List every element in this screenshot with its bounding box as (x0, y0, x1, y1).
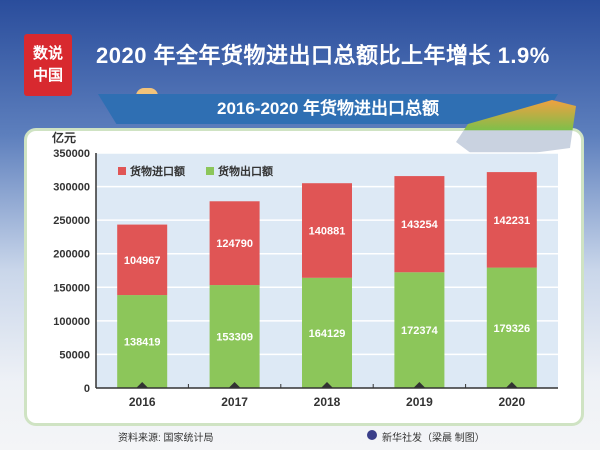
bar-segment (209, 201, 260, 286)
page-title: 2020 年全年货物进出口总额比上年增长 1.9% (96, 43, 550, 68)
y-tick-label: 50000 (59, 349, 90, 361)
source-note: 资料来源: 国家统计局 (118, 433, 214, 444)
data-label: 172374 (401, 325, 439, 337)
legend-label: 货物进口额 (129, 164, 185, 178)
marker-triangle (321, 382, 333, 388)
bar-segment (486, 267, 537, 388)
data-label: 104967 (124, 255, 161, 267)
marker-triangle (413, 382, 426, 388)
data-label: 153309 (216, 332, 253, 344)
bar-segment (394, 272, 445, 388)
y-tick-label: 150000 (53, 282, 90, 294)
data-label: 179326 (493, 323, 530, 335)
x-tick-label: 2019 (406, 395, 433, 409)
y-tick-label: 350000 (53, 148, 90, 160)
y-axis-unit: 亿元 (52, 131, 77, 145)
data-label: 142231 (493, 215, 530, 227)
x-tick-label: 2020 (498, 395, 525, 409)
y-tick-label: 100000 (53, 316, 90, 328)
marker-triangle (505, 382, 518, 388)
data-label: 164129 (309, 328, 346, 340)
x-tick-label: 2018 (314, 395, 341, 409)
marker-triangle (228, 382, 241, 388)
bar-segment (209, 285, 260, 388)
legend-swatch (118, 167, 126, 175)
logo: 数说 中国 (24, 34, 72, 96)
legend-label: 货物出口额 (217, 164, 273, 178)
x-tick-label: 2017 (221, 395, 248, 409)
chart-title: 2016-2020 年货物进出口总额 (98, 94, 558, 124)
marker-triangle (136, 382, 149, 388)
bar-segment (486, 172, 537, 268)
bar-segment (394, 176, 445, 273)
legend-swatch (206, 167, 214, 175)
y-tick-label: 300000 (53, 182, 90, 194)
y-tick-label: 250000 (53, 215, 90, 227)
bar-segment (302, 277, 352, 388)
x-tick-label: 2016 (129, 395, 156, 409)
bar-segment (117, 295, 168, 388)
y-tick-label: 200000 (53, 249, 90, 261)
data-label: 138419 (124, 337, 161, 349)
data-label: 143254 (401, 219, 439, 231)
xinhua-logo-icon (367, 430, 377, 440)
bar-segment (302, 183, 352, 278)
data-label: 140881 (309, 226, 346, 238)
y-tick-label: 0 (84, 383, 90, 395)
bar-segment (117, 224, 168, 296)
data-label: 124790 (216, 238, 253, 250)
credit-note: 新华社发（梁晨 制图） (382, 433, 485, 444)
